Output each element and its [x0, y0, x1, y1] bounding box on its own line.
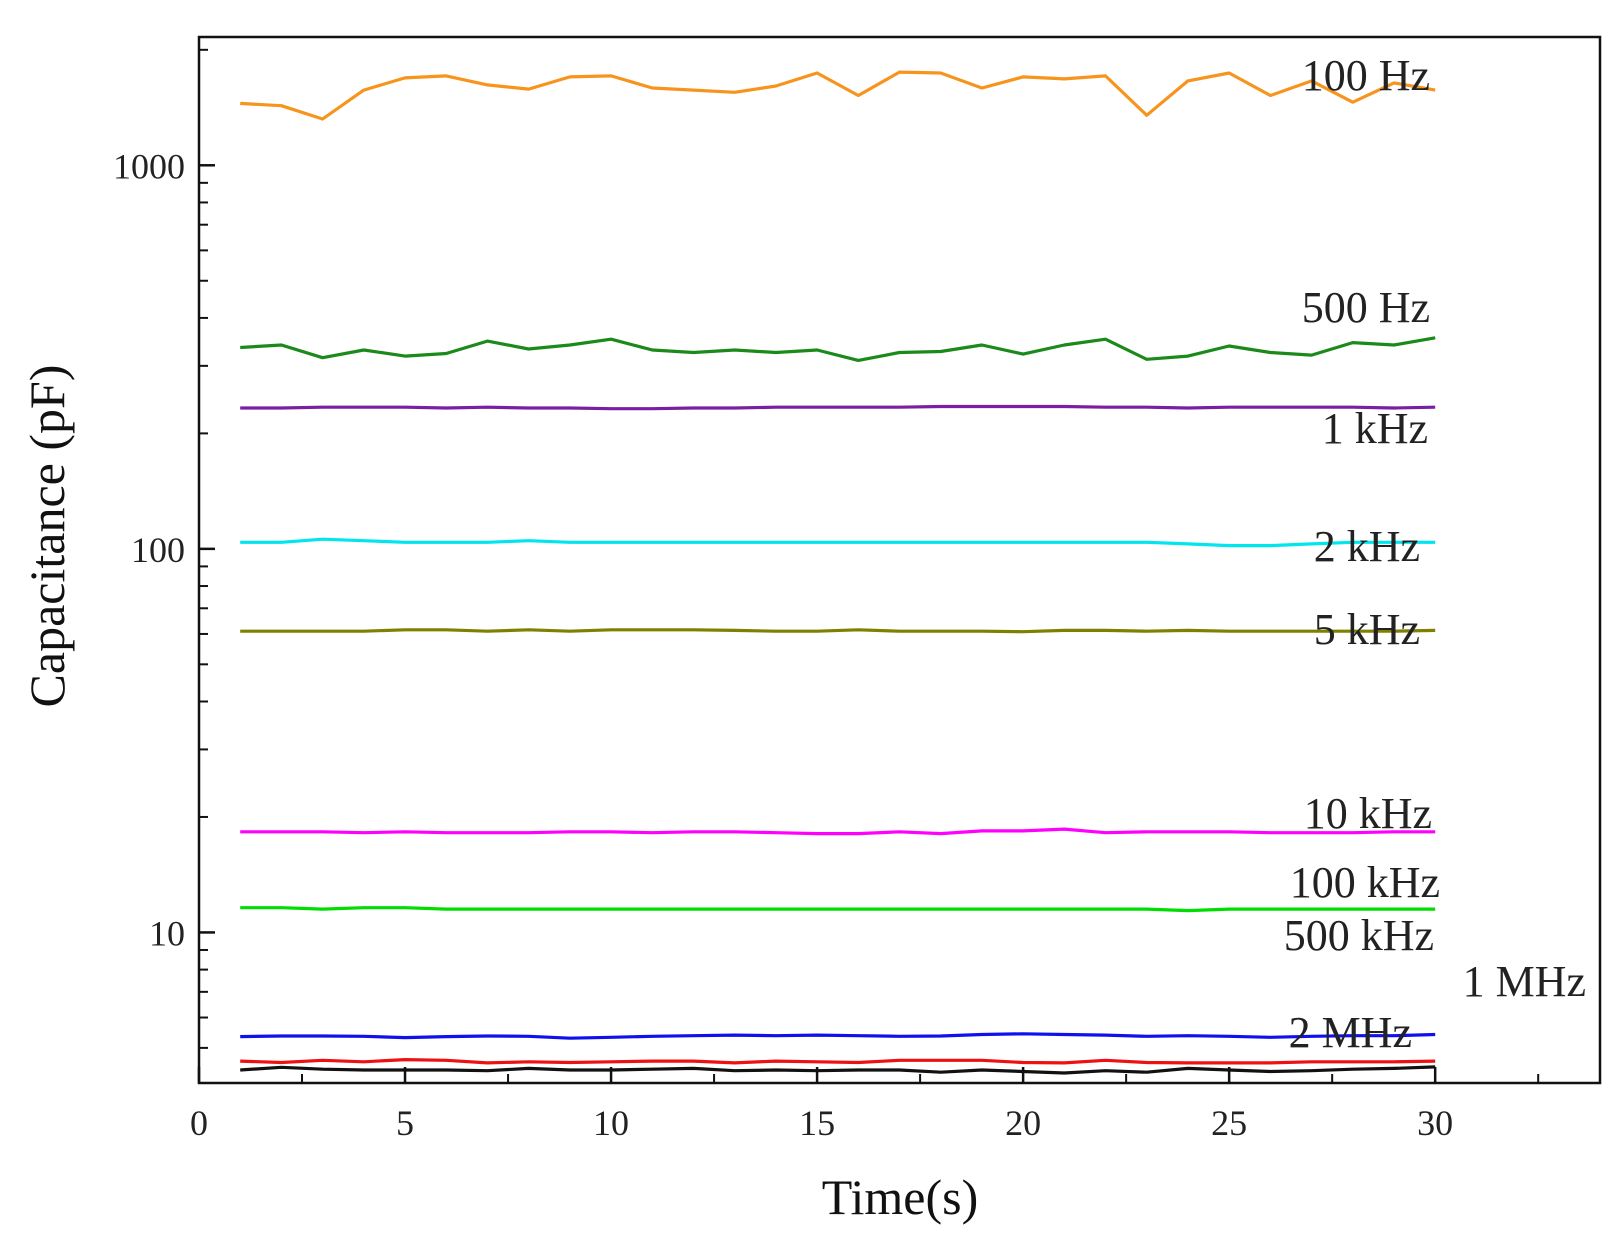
- series-label-500-hz: 500 Hz: [1302, 283, 1430, 332]
- series-label-500-khz: 500 kHz: [1284, 911, 1434, 960]
- y-axis: 10 100 1000: [113, 48, 215, 1049]
- x-tick-label: 20: [1005, 1103, 1041, 1143]
- series-line-1-mhz: [240, 1057, 1436, 1065]
- series-label-100-hz: 100 Hz: [1302, 51, 1430, 100]
- series-line-500-hz: [240, 336, 1436, 362]
- series-label-2-mhz: 2 MHz: [1289, 1008, 1412, 1057]
- series-label-10-khz: 10 kHz: [1304, 789, 1432, 838]
- y-axis-title: Capacitance (pF): [19, 365, 75, 708]
- y-tick-label: 10: [149, 913, 185, 953]
- series-label-1-khz: 1 kHz: [1322, 404, 1428, 453]
- series-line-2-mhz: [240, 1065, 1436, 1075]
- series-line-100-khz: [240, 906, 1436, 913]
- series-line-1-khz: [240, 404, 1436, 411]
- series-line-500-khz: [240, 1032, 1436, 1040]
- y-tick-label: 100: [131, 530, 185, 570]
- series-label-5-khz: 5 kHz: [1314, 605, 1420, 654]
- series-line-5-khz: [240, 628, 1436, 634]
- series-line-2-khz: [240, 537, 1436, 548]
- series-line-100-hz: [240, 70, 1436, 121]
- plot-area: [197, 35, 1602, 1085]
- plot-frame: [197, 35, 1602, 1085]
- series-lines: [240, 70, 1436, 1075]
- series-line-10-khz: [240, 827, 1436, 836]
- series-label-1-mhz: 1 MHz: [1463, 957, 1586, 1006]
- x-tick-label: 25: [1211, 1103, 1247, 1143]
- series-label-100-khz: 100 kHz: [1290, 858, 1440, 907]
- x-tick-label: 15: [799, 1103, 835, 1143]
- y-tick-label: 1000: [113, 146, 185, 186]
- x-tick-label: 0: [190, 1103, 208, 1143]
- series-labels: 100 Hz 500 Hz 1 kHz 2 kHz 5 kHz 10 kHz 100 kHz…: [1284, 51, 1586, 1057]
- x-tick-label: 5: [396, 1103, 414, 1143]
- x-axis: 0 5 10 15 20 25 30: [190, 1067, 1540, 1143]
- x-axis-title: Time(s): [822, 1169, 979, 1225]
- x-tick-label: 10: [593, 1103, 629, 1143]
- series-label-2-khz: 2 kHz: [1314, 522, 1420, 571]
- x-tick-label: 30: [1417, 1103, 1453, 1143]
